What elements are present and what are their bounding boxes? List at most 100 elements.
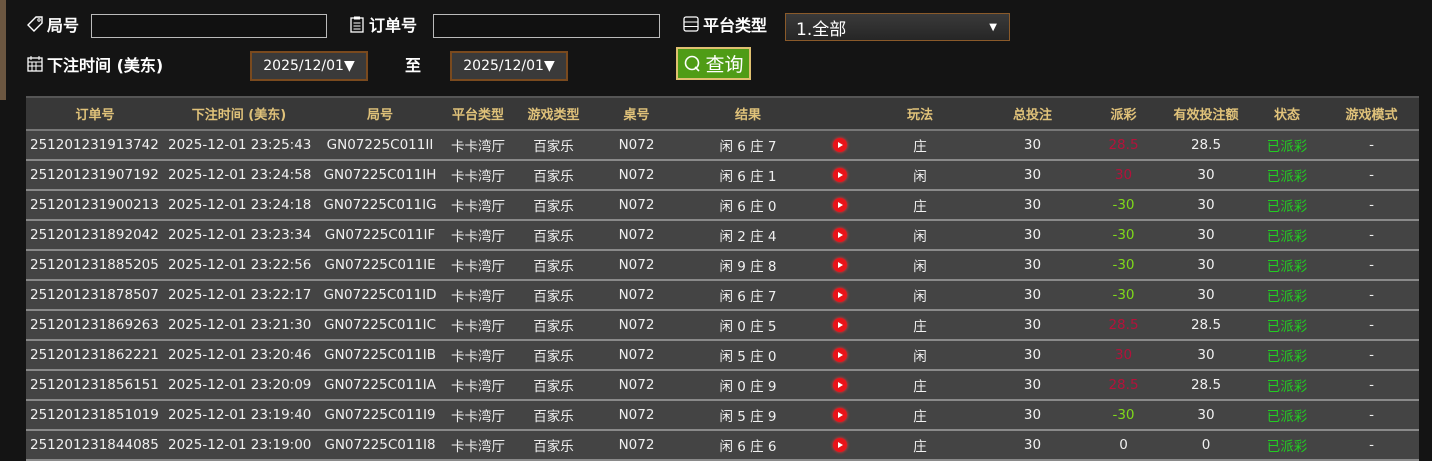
cell-valid-bet: 30 [1162,250,1250,281]
play-icon[interactable] [833,138,847,152]
play-icon[interactable] [833,198,847,212]
play-icon[interactable] [833,378,847,392]
cell-bet-type: 闲 [860,220,980,251]
cell-game-type: 百家乐 [510,190,597,221]
cell-result: 闲 2 庄 4 [676,220,820,251]
cell-status: 已派彩 [1250,160,1324,191]
cell-result: 闲 0 庄 5 [676,310,820,341]
cell-game-type: 百家乐 [510,280,597,311]
cell-order-no: 251201231907192 [26,160,164,191]
cell-order-no: 251201231892042 [26,220,164,251]
date-to-select[interactable]: 2025/12/01▼ [450,51,568,81]
table-row: 251201231885205 2025-12-01 23:22:56 GN0722… [26,250,1419,281]
play-icon[interactable] [833,228,847,242]
cell-replay[interactable] [820,130,860,161]
cell-bet-time: 2025-12-01 23:21:30 [164,310,314,341]
cell-payout: 28.5 [1085,130,1162,161]
table-row: 251201231844085 2025-12-01 23:19:00 GN0722… [26,430,1419,461]
cell-replay[interactable] [820,400,860,431]
cell-round-no: GN07225C011ID [314,280,446,311]
query-button[interactable]: 查询 [676,47,751,80]
platform-select[interactable]: 1.全部 ▼ [785,13,1010,41]
platform-selected: 1.全部 [796,19,847,40]
cell-table-no: N072 [597,190,676,221]
play-icon[interactable] [833,168,847,182]
cell-result: 闲 9 庄 8 [676,250,820,281]
cell-total-bet: 30 [980,370,1085,401]
cell-game-type: 百家乐 [510,400,597,431]
cell-game-type: 百家乐 [510,340,597,371]
cell-total-bet: 30 [980,250,1085,281]
cell-game-mode: - [1324,370,1419,401]
play-icon[interactable] [833,348,847,362]
cell-payout: -30 [1085,220,1162,251]
cell-bet-time: 2025-12-01 23:22:56 [164,250,314,281]
cell-bet-time: 2025-12-01 23:19:40 [164,400,314,431]
cell-replay[interactable] [820,220,860,251]
cell-bet-type: 庄 [860,310,980,341]
cell-platform: 卡卡湾厅 [446,130,510,161]
cell-replay[interactable] [820,310,860,341]
play-icon[interactable] [833,438,847,452]
cell-result: 闲 6 庄 0 [676,190,820,221]
table-row: 251201231856151 2025-12-01 23:20:09 GN0722… [26,370,1419,401]
cell-payout: -30 [1085,250,1162,281]
cell-status: 已派彩 [1250,310,1324,341]
cell-game-type: 百家乐 [510,220,597,251]
cell-status: 已派彩 [1250,250,1324,281]
cell-game-mode: - [1324,430,1419,461]
cell-platform: 卡卡湾厅 [446,310,510,341]
cell-round-no: GN07225C011IH [314,160,446,191]
column-header-round-no: 局号 [314,96,446,131]
play-icon[interactable] [833,288,847,302]
cell-replay[interactable] [820,340,860,371]
cell-game-mode: - [1324,160,1419,191]
play-icon[interactable] [833,318,847,332]
chevron-down-icon: ▼ [989,21,997,33]
cell-table-no: N072 [597,340,676,371]
column-header-table-no: 桌号 [597,96,676,131]
cell-replay[interactable] [820,190,860,221]
cell-replay[interactable] [820,250,860,281]
cell-order-no: 251201231862221 [26,340,164,371]
cell-valid-bet: 28.5 [1162,370,1250,401]
cell-order-no: 251201231913742 [26,130,164,161]
cell-platform: 卡卡湾厅 [446,280,510,311]
cell-bet-type: 庄 [860,130,980,161]
cell-result: 闲 6 庄 6 [676,430,820,461]
order-input[interactable] [433,14,660,38]
order-label-text: 订单号 [369,16,418,35]
table-row: 251201231851019 2025-12-01 23:19:40 GN0722… [26,400,1419,431]
to-label: 至 [405,56,422,75]
table-row: 251201231878507 2025-12-01 23:22:17 GN0722… [26,280,1419,311]
cell-order-no: 251201231878507 [26,280,164,311]
cell-round-no: GN07225C011IC [314,310,446,341]
cell-total-bet: 30 [980,130,1085,161]
table-row: 251201231869263 2025-12-01 23:21:30 GN0722… [26,310,1419,341]
cell-table-no: N072 [597,430,676,461]
date-from-select[interactable]: 2025/12/01▼ [250,51,368,81]
cell-bet-time: 2025-12-01 23:24:58 [164,160,314,191]
cell-round-no: GN07225C011I9 [314,400,446,431]
cell-table-no: N072 [597,130,676,161]
bet-time-label: 下注时间 (美东) [26,52,163,76]
cell-replay[interactable] [820,160,860,191]
cell-bet-time: 2025-12-01 23:19:00 [164,430,314,461]
cell-replay[interactable] [820,280,860,311]
cell-round-no: GN07225C011IA [314,370,446,401]
cell-valid-bet: 30 [1162,400,1250,431]
cell-order-no: 251201231844085 [26,430,164,461]
play-icon[interactable] [833,258,847,272]
cell-bet-time: 2025-12-01 23:20:46 [164,340,314,371]
cell-replay[interactable] [820,430,860,461]
cell-replay[interactable] [820,370,860,401]
cell-status: 已派彩 [1250,340,1324,371]
table-row: 251201231862221 2025-12-01 23:20:46 GN0722… [26,340,1419,371]
cell-status: 已派彩 [1250,370,1324,401]
cell-status: 已派彩 [1250,220,1324,251]
round-input[interactable] [91,14,327,38]
table-row: 251201231892042 2025-12-01 23:23:34 GN0722… [26,220,1419,251]
column-header-game-mode: 游戏模式 [1324,96,1419,131]
column-header-total-bet: 总投注 [980,96,1085,131]
play-icon[interactable] [833,408,847,422]
